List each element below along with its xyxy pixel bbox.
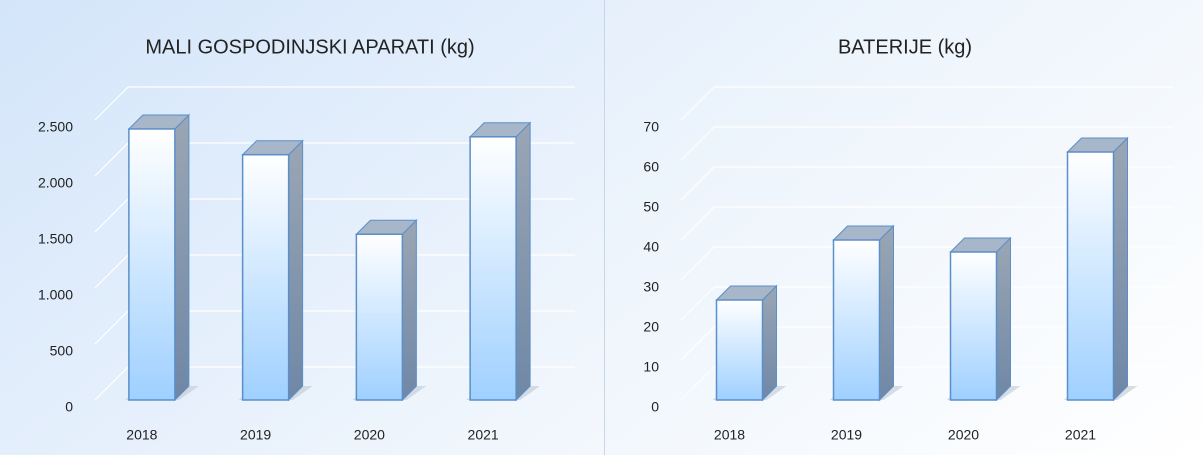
y-tick-label: 2.500 bbox=[38, 119, 73, 135]
y-tick-label: 0 bbox=[65, 399, 73, 415]
y-tick-label: 50 bbox=[643, 199, 659, 215]
grid-diagonal bbox=[680, 206, 715, 241]
bar bbox=[715, 299, 764, 401]
bar bbox=[832, 239, 881, 401]
x-tick-label: 2018 bbox=[714, 427, 745, 443]
x-tick-label: 2019 bbox=[240, 427, 271, 443]
grid-diagonal bbox=[94, 366, 129, 401]
y-tick-label: 20 bbox=[643, 319, 659, 335]
grid-diagonal bbox=[94, 198, 129, 233]
y-tick-label: 0 bbox=[651, 399, 659, 415]
grid-diagonal bbox=[680, 126, 715, 161]
grid-diagonal bbox=[94, 254, 129, 289]
bar-side bbox=[515, 121, 531, 402]
y-tick-label: 1.000 bbox=[38, 287, 73, 303]
y-tick-label: 500 bbox=[50, 343, 74, 359]
bar-side bbox=[996, 236, 1011, 402]
x-tick-label: 2018 bbox=[126, 427, 157, 443]
x-tick-label: 2021 bbox=[468, 427, 499, 443]
x-tick-label: 2019 bbox=[831, 427, 862, 443]
y-tick-label: 70 bbox=[643, 119, 659, 135]
bar-side bbox=[1113, 136, 1128, 402]
x-tick-label: 2020 bbox=[948, 427, 979, 443]
bar-side bbox=[174, 113, 190, 402]
y-tick-label: 40 bbox=[643, 239, 659, 255]
grid-diagonal bbox=[94, 86, 129, 121]
grid-diagonal bbox=[680, 366, 715, 401]
x-tick-label: 2021 bbox=[1065, 427, 1096, 443]
grid-diagonal bbox=[680, 326, 715, 361]
bar bbox=[469, 136, 517, 401]
y-tick-label: 10 bbox=[643, 359, 659, 375]
grid-diagonal bbox=[680, 286, 715, 321]
bar-side bbox=[401, 219, 417, 402]
chart-title: MALI GOSPODINJSKI APARATI (kg) bbox=[145, 36, 474, 58]
x-tick-label: 2020 bbox=[354, 427, 385, 443]
bar bbox=[241, 153, 290, 401]
y-tick-label: 1.500 bbox=[38, 231, 73, 247]
chart-title: BATERIJE (kg) bbox=[838, 36, 972, 58]
bar bbox=[355, 233, 404, 401]
y-tick-label: 2.000 bbox=[38, 175, 73, 191]
grid-diagonal bbox=[680, 86, 715, 121]
bar-side bbox=[288, 139, 304, 402]
bar-side bbox=[879, 224, 894, 402]
grid-diagonal bbox=[680, 246, 715, 281]
grid-diagonal bbox=[94, 310, 129, 345]
y-tick-label: 60 bbox=[643, 159, 659, 175]
grid-diagonal bbox=[680, 166, 715, 201]
bar bbox=[128, 128, 176, 401]
bar-side bbox=[762, 284, 777, 402]
y-tick-label: 30 bbox=[643, 279, 659, 295]
grid-diagonal bbox=[94, 142, 129, 177]
bar bbox=[1066, 151, 1115, 401]
bar bbox=[949, 251, 998, 401]
